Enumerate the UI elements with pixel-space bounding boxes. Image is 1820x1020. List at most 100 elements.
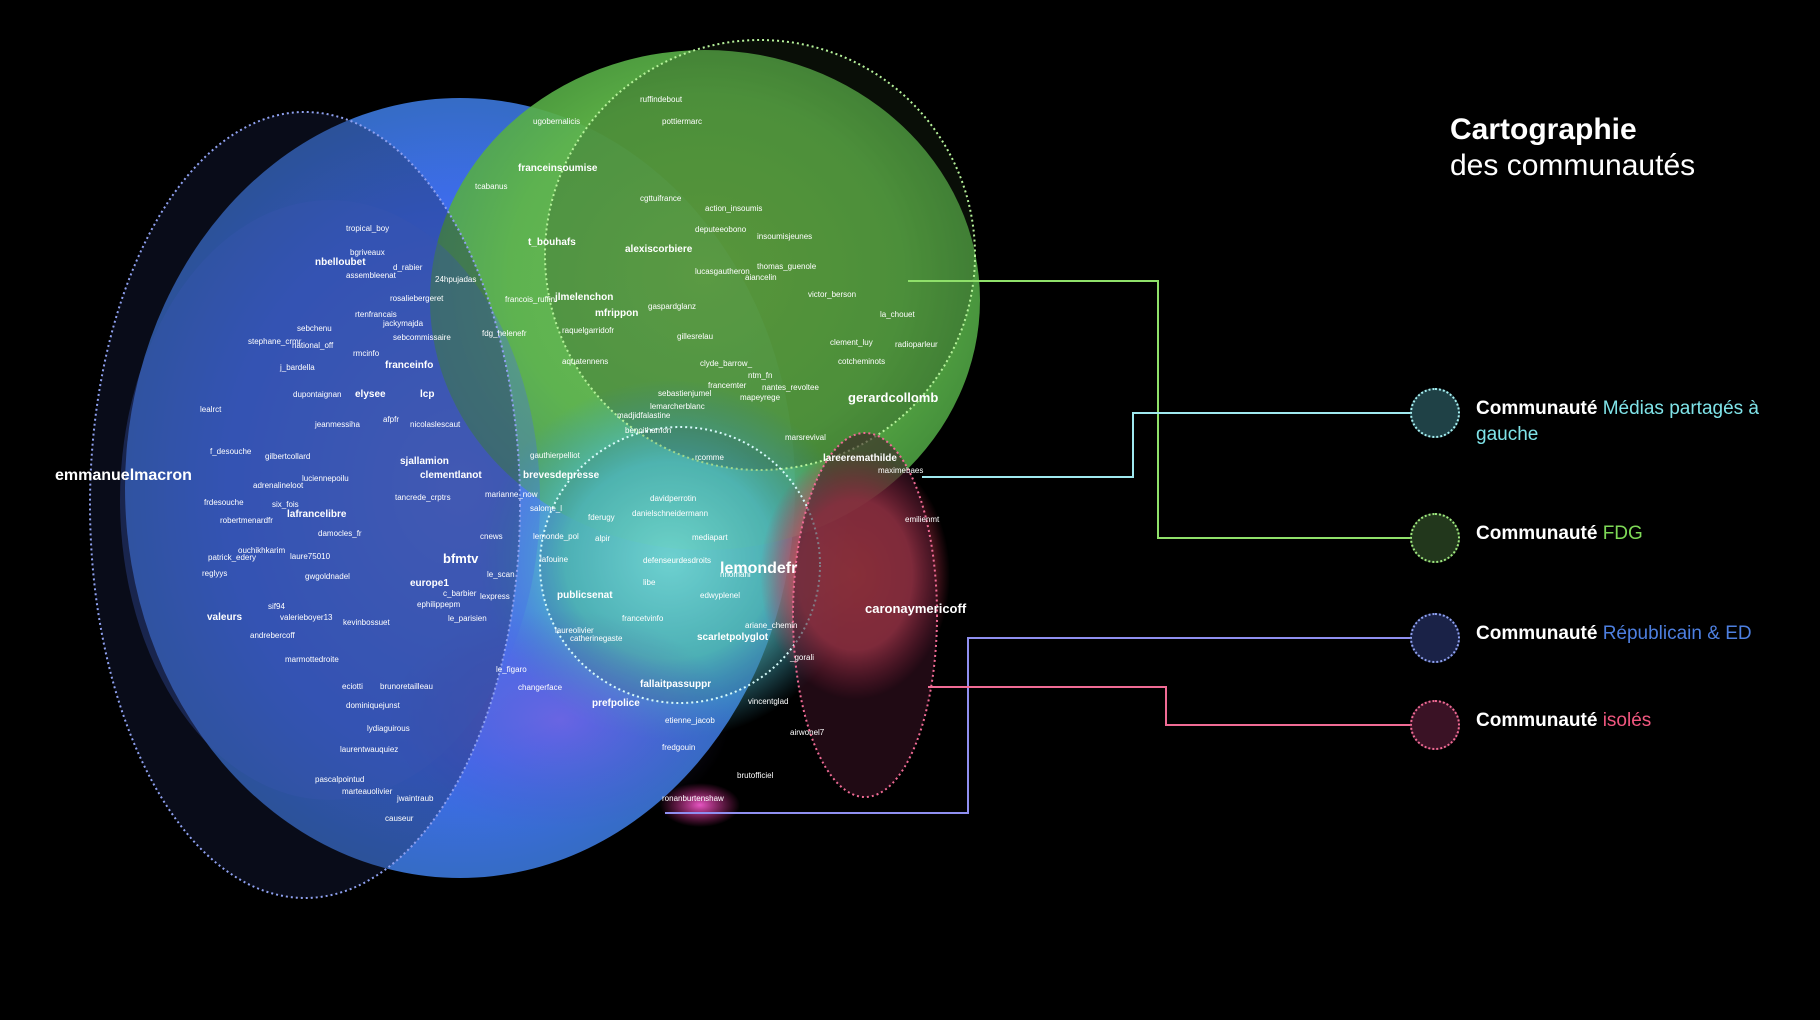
node-label-rep: europe1 — [410, 578, 449, 589]
node-label-fdg: action_insoumis — [705, 204, 762, 213]
legend-prefix: Communauté — [1476, 623, 1598, 644]
connector-isoles — [928, 686, 1410, 726]
node-label-rep: marmottedroite — [285, 655, 339, 664]
node-label-iso: _gorali — [789, 653, 814, 662]
node-label-fdg: gillesrelau — [677, 332, 713, 341]
node-label-rep: le_scan — [487, 570, 515, 579]
node-label-fdg: radioparleur — [895, 340, 938, 349]
node-label-rep: nbelloubet — [315, 257, 366, 268]
legend-circle-isoles — [1410, 700, 1460, 750]
node-label-iso: maximebaes — [878, 466, 923, 475]
node-label-rep: emmanuelmacron — [55, 467, 192, 484]
legend-item-republicain: Communauté Républicain & ED — [1410, 613, 1776, 663]
node-label-rep: changerface — [518, 683, 563, 692]
node-label-med: ariane_chemin — [745, 621, 797, 630]
node-label-fdg: francois_ruffin — [505, 295, 555, 304]
node-label-med: fallaitpassuppr — [640, 679, 711, 690]
connector-republicain — [665, 637, 1410, 814]
node-label-med: nnomani — [720, 570, 751, 579]
node-label-iso: ronanburtenshaw — [662, 794, 724, 803]
node-label-fdg: thomas_guenole — [757, 262, 817, 271]
node-label-rep: nicolaslescaut — [410, 420, 461, 429]
node-label-med: mapeyrege — [740, 393, 781, 402]
outline-republicain — [89, 111, 521, 899]
node-label-iso: brutofficiel — [737, 771, 774, 780]
node-label-rep: valerieboyer13 — [280, 613, 333, 622]
node-label-fdg: gauthierpelliot — [530, 451, 581, 460]
node-label-fdg: benoithamon — [625, 426, 671, 435]
node-label-med: bfmtv — [443, 551, 479, 566]
node-label-rep: lexpress — [480, 592, 510, 601]
node-label-iso: caronaymericoff — [865, 601, 967, 616]
outline-isoles — [792, 432, 938, 798]
node-label-med: etienne_jacob — [665, 716, 715, 725]
node-label-rep: laurentwauquiez — [340, 745, 398, 754]
node-label-med: libe — [643, 578, 656, 587]
legend-circle-fdg — [1410, 513, 1460, 563]
node-label-rep: jackymajda — [382, 319, 424, 328]
legend-text-medias: Communauté Médias partagés à gauche — [1476, 396, 1776, 448]
node-label-med: edwyplenel — [700, 591, 740, 600]
map-subtitle: des communautés — [1450, 149, 1696, 182]
node-label-rep: bgriveaux — [350, 248, 385, 257]
node-label-rep: tropical_boy — [346, 224, 389, 233]
node-label-rep: lafrancelibre — [287, 509, 347, 520]
legend-text-isoles: Communauté isolés — [1476, 708, 1776, 734]
node-label-med: defenseurdesdroits — [643, 556, 711, 565]
node-label-fdg: clement_luy — [830, 338, 873, 347]
node-label-med: mediapart — [692, 533, 728, 542]
node-label-fdg: raquelgarridofr — [562, 326, 614, 335]
node-label-rep: sif94 — [268, 602, 285, 611]
node-label-rep: 24hpujadas — [435, 275, 476, 284]
legend-name-republicain: Républicain & ED — [1602, 623, 1752, 644]
node-label-fdg: jlmelenchon — [554, 292, 613, 303]
node-label-med: catherinegaste — [570, 634, 623, 643]
node-label-rep: pascalpointud — [315, 775, 364, 784]
node-label-med: lemondefr — [720, 560, 797, 577]
legend-prefix: Communauté — [1476, 523, 1598, 544]
node-label-rep: national_off — [292, 341, 334, 350]
node-label-rep: rtenfrancais — [355, 310, 397, 319]
node-label-fdg: franceinsoumise — [518, 163, 598, 174]
node-label-fdg: madjidfalastine — [617, 411, 671, 420]
node-label-rep: clementlanot — [420, 470, 482, 481]
node-label-rep: stephane_crmr — [248, 337, 302, 346]
legend-item-isoles: Communauté isolés — [1410, 700, 1776, 750]
connector-lines — [665, 280, 1410, 814]
node-label-rep: afpfr — [383, 415, 399, 424]
node-label-med: alpir — [595, 534, 610, 543]
node-label-med: rcomme — [695, 453, 724, 462]
node-label-fdg: alexiscorbiere — [625, 244, 693, 255]
node-label-fdg: mfrippon — [595, 308, 638, 319]
node-label-rep: reglyys — [202, 569, 227, 578]
legend-name-isoles: isolés — [1602, 710, 1652, 731]
legend-name-fdg: FDG — [1602, 523, 1643, 544]
node-label-rep: adrenalineloot — [253, 481, 304, 490]
node-label-rep: gwgoldnadel — [305, 572, 350, 581]
legend-prefix: Communauté — [1476, 710, 1598, 731]
node-label-med: lafouine — [540, 555, 569, 564]
node-label-med: scarletpolyglot — [697, 632, 769, 643]
node-label-rep: causeur — [385, 814, 414, 823]
node-label-med: publicsenat — [557, 590, 613, 601]
cluster-purple-area — [390, 610, 730, 830]
node-label-rep: f_desouche — [210, 447, 252, 456]
node-label-rep: j_bardella — [279, 363, 315, 372]
node-label-rep: laure75010 — [290, 552, 331, 561]
node-label-rep: luciennepoilu — [302, 474, 349, 483]
node-label-fdg: pottiermarc — [662, 117, 702, 126]
outline-fdg — [544, 39, 976, 471]
node-label-rep: damocles_fr — [318, 529, 362, 538]
legend-circle-republicain — [1410, 613, 1460, 663]
node-label-med: fderugy — [588, 513, 615, 522]
node-label-fdg: nantes_revoltee — [762, 383, 819, 392]
legend-prefix: Communauté — [1476, 398, 1598, 419]
node-label-rep: rmcinfo — [353, 349, 380, 358]
node-labels: emmanuelmacron lemondefr gerardcollomb caro… — [55, 95, 967, 823]
node-label-fdg: deputeeobono — [695, 225, 747, 234]
node-label-fdg: francemter — [708, 381, 747, 390]
node-label-rep: franceinfo — [385, 360, 433, 371]
node-label-fdg: aquatennens — [562, 357, 608, 366]
node-label-rep: ephilippepm — [417, 600, 460, 609]
